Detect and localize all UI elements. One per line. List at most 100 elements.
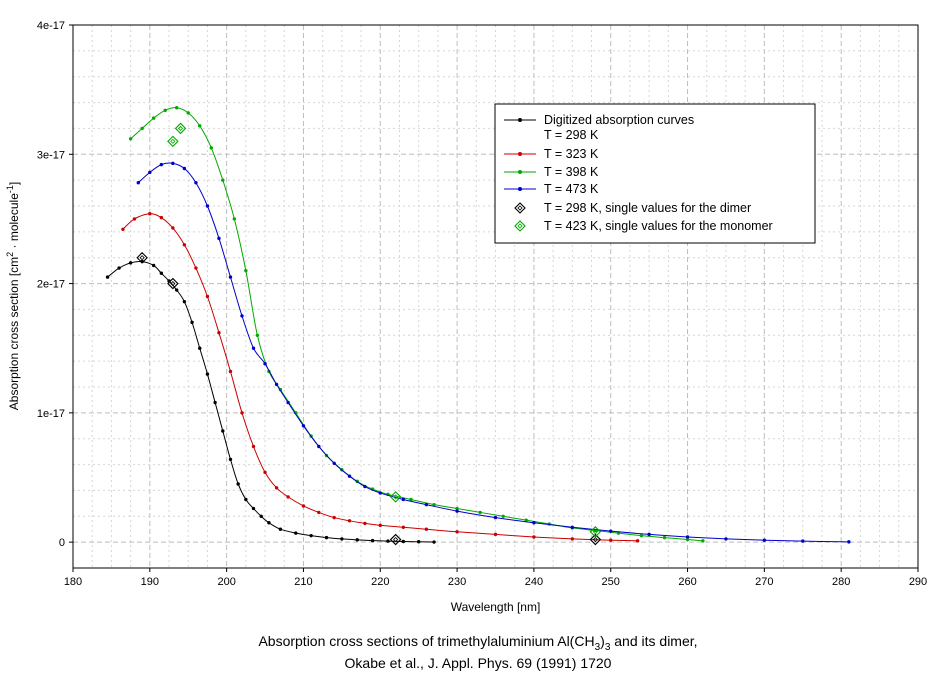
- caption-line-1: Absorption cross sections of trimethylal…: [258, 633, 697, 653]
- data-point: [278, 527, 283, 531]
- data-point: [317, 444, 321, 449]
- data-point: [324, 535, 329, 540]
- legend-point-sample: [518, 118, 522, 122]
- x-tick-label: 220: [371, 576, 389, 588]
- data-point: [274, 382, 279, 387]
- data-point: [635, 539, 640, 543]
- x-tick-label: 280: [832, 576, 850, 588]
- data-point: [386, 539, 390, 543]
- data-point: [205, 372, 210, 376]
- data-point: [175, 106, 179, 110]
- data-point: [685, 535, 690, 539]
- data-point: [301, 504, 306, 508]
- data-point: [194, 181, 198, 185]
- data-point: [662, 535, 667, 540]
- legend-marker-diamond: [514, 220, 526, 232]
- data-point: [251, 444, 256, 449]
- data-point: [105, 275, 110, 279]
- data-point: [639, 533, 644, 538]
- data-point: [251, 506, 256, 511]
- data-point: [493, 532, 498, 537]
- data-point: [198, 124, 202, 128]
- data-point: [182, 243, 187, 247]
- y-tick-label: 0: [59, 537, 65, 549]
- data-point: [186, 111, 190, 115]
- series-layer: [105, 106, 851, 546]
- series-0: [105, 259, 436, 544]
- x-tick-label: 180: [64, 576, 82, 588]
- data-marker: [167, 135, 179, 148]
- data-point: [455, 509, 459, 513]
- data-marker: [167, 277, 179, 290]
- data-point: [151, 116, 156, 120]
- data-point: [259, 514, 263, 518]
- data-point: [217, 331, 221, 335]
- data-point: [194, 266, 198, 270]
- data-point: [317, 510, 321, 515]
- data-point: [363, 484, 367, 489]
- data-point: [424, 527, 429, 531]
- data-marker: [389, 533, 402, 546]
- data-point: [121, 227, 125, 231]
- y-tick-label: 4e-17: [37, 20, 65, 32]
- caption-line-2: Okabe et al., J. Appl. Phys. 69 (1991) 1…: [345, 655, 612, 671]
- data-point: [213, 400, 217, 405]
- legend-point-sample: [518, 187, 522, 191]
- data-point: [532, 535, 536, 539]
- data-point: [190, 320, 194, 325]
- data-point: [255, 333, 260, 337]
- y-tick-label: 2e-17: [37, 279, 65, 291]
- data-point: [251, 346, 256, 350]
- x-tick-label: 270: [755, 576, 773, 588]
- data-point: [263, 362, 267, 366]
- legend-label-monomer: T = 423 K, single values for the monomer: [544, 219, 773, 233]
- series-5: [167, 122, 602, 538]
- data-point: [175, 288, 179, 292]
- data-point: [274, 486, 279, 490]
- data-point: [363, 521, 367, 526]
- series-1: [121, 212, 640, 543]
- data-point: [228, 369, 233, 374]
- data-point: [294, 531, 298, 535]
- data-point: [140, 126, 144, 131]
- data-point: [198, 346, 202, 350]
- data-point: [221, 429, 225, 433]
- data-point: [159, 162, 164, 167]
- data-point: [609, 538, 613, 542]
- data-point: [378, 491, 382, 495]
- x-tick-label: 260: [678, 576, 696, 588]
- data-point: [309, 533, 313, 538]
- x-axis-ticks: 180 190 200 210 220 230 240 250 260 270 280 290: [64, 568, 927, 588]
- y-axis-label: Absorption cross section [cm2 · molecule…: [5, 182, 21, 410]
- data-point: [148, 170, 152, 175]
- legend-marker-diamond: [514, 202, 526, 214]
- series-4: [136, 251, 602, 546]
- data-point: [240, 411, 244, 415]
- data-point: [286, 495, 290, 499]
- plot-frame: [72, 24, 919, 569]
- data-point: [570, 525, 575, 529]
- x-tick-label: 250: [602, 576, 620, 588]
- data-marker: [589, 526, 602, 538]
- data-point: [148, 212, 152, 216]
- series-3: [136, 161, 851, 544]
- y-tick-label: 1e-17: [37, 408, 65, 420]
- data-point: [801, 539, 805, 543]
- data-point: [332, 461, 336, 465]
- data-point: [532, 521, 536, 525]
- data-point: [228, 457, 233, 462]
- data-point: [847, 540, 851, 544]
- data-point: [182, 166, 187, 171]
- data-point: [478, 510, 482, 515]
- data-point: [263, 470, 267, 475]
- x-axis-label: Wavelength [nm]: [451, 600, 541, 614]
- x-tick-label: 200: [217, 576, 235, 588]
- data-point: [159, 215, 164, 220]
- data-point: [236, 482, 240, 486]
- data-point: [401, 525, 406, 529]
- data-point: [647, 532, 651, 537]
- data-point: [401, 539, 406, 544]
- data-point: [455, 530, 459, 534]
- data-point: [171, 226, 175, 230]
